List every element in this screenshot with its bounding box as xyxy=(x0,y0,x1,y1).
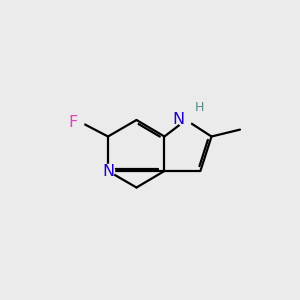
Text: F: F xyxy=(68,115,77,130)
Text: H: H xyxy=(194,101,204,114)
Circle shape xyxy=(188,101,201,114)
Circle shape xyxy=(101,164,115,178)
Text: N: N xyxy=(173,112,185,128)
Circle shape xyxy=(178,113,191,127)
Text: N: N xyxy=(102,164,114,178)
Circle shape xyxy=(71,116,84,129)
